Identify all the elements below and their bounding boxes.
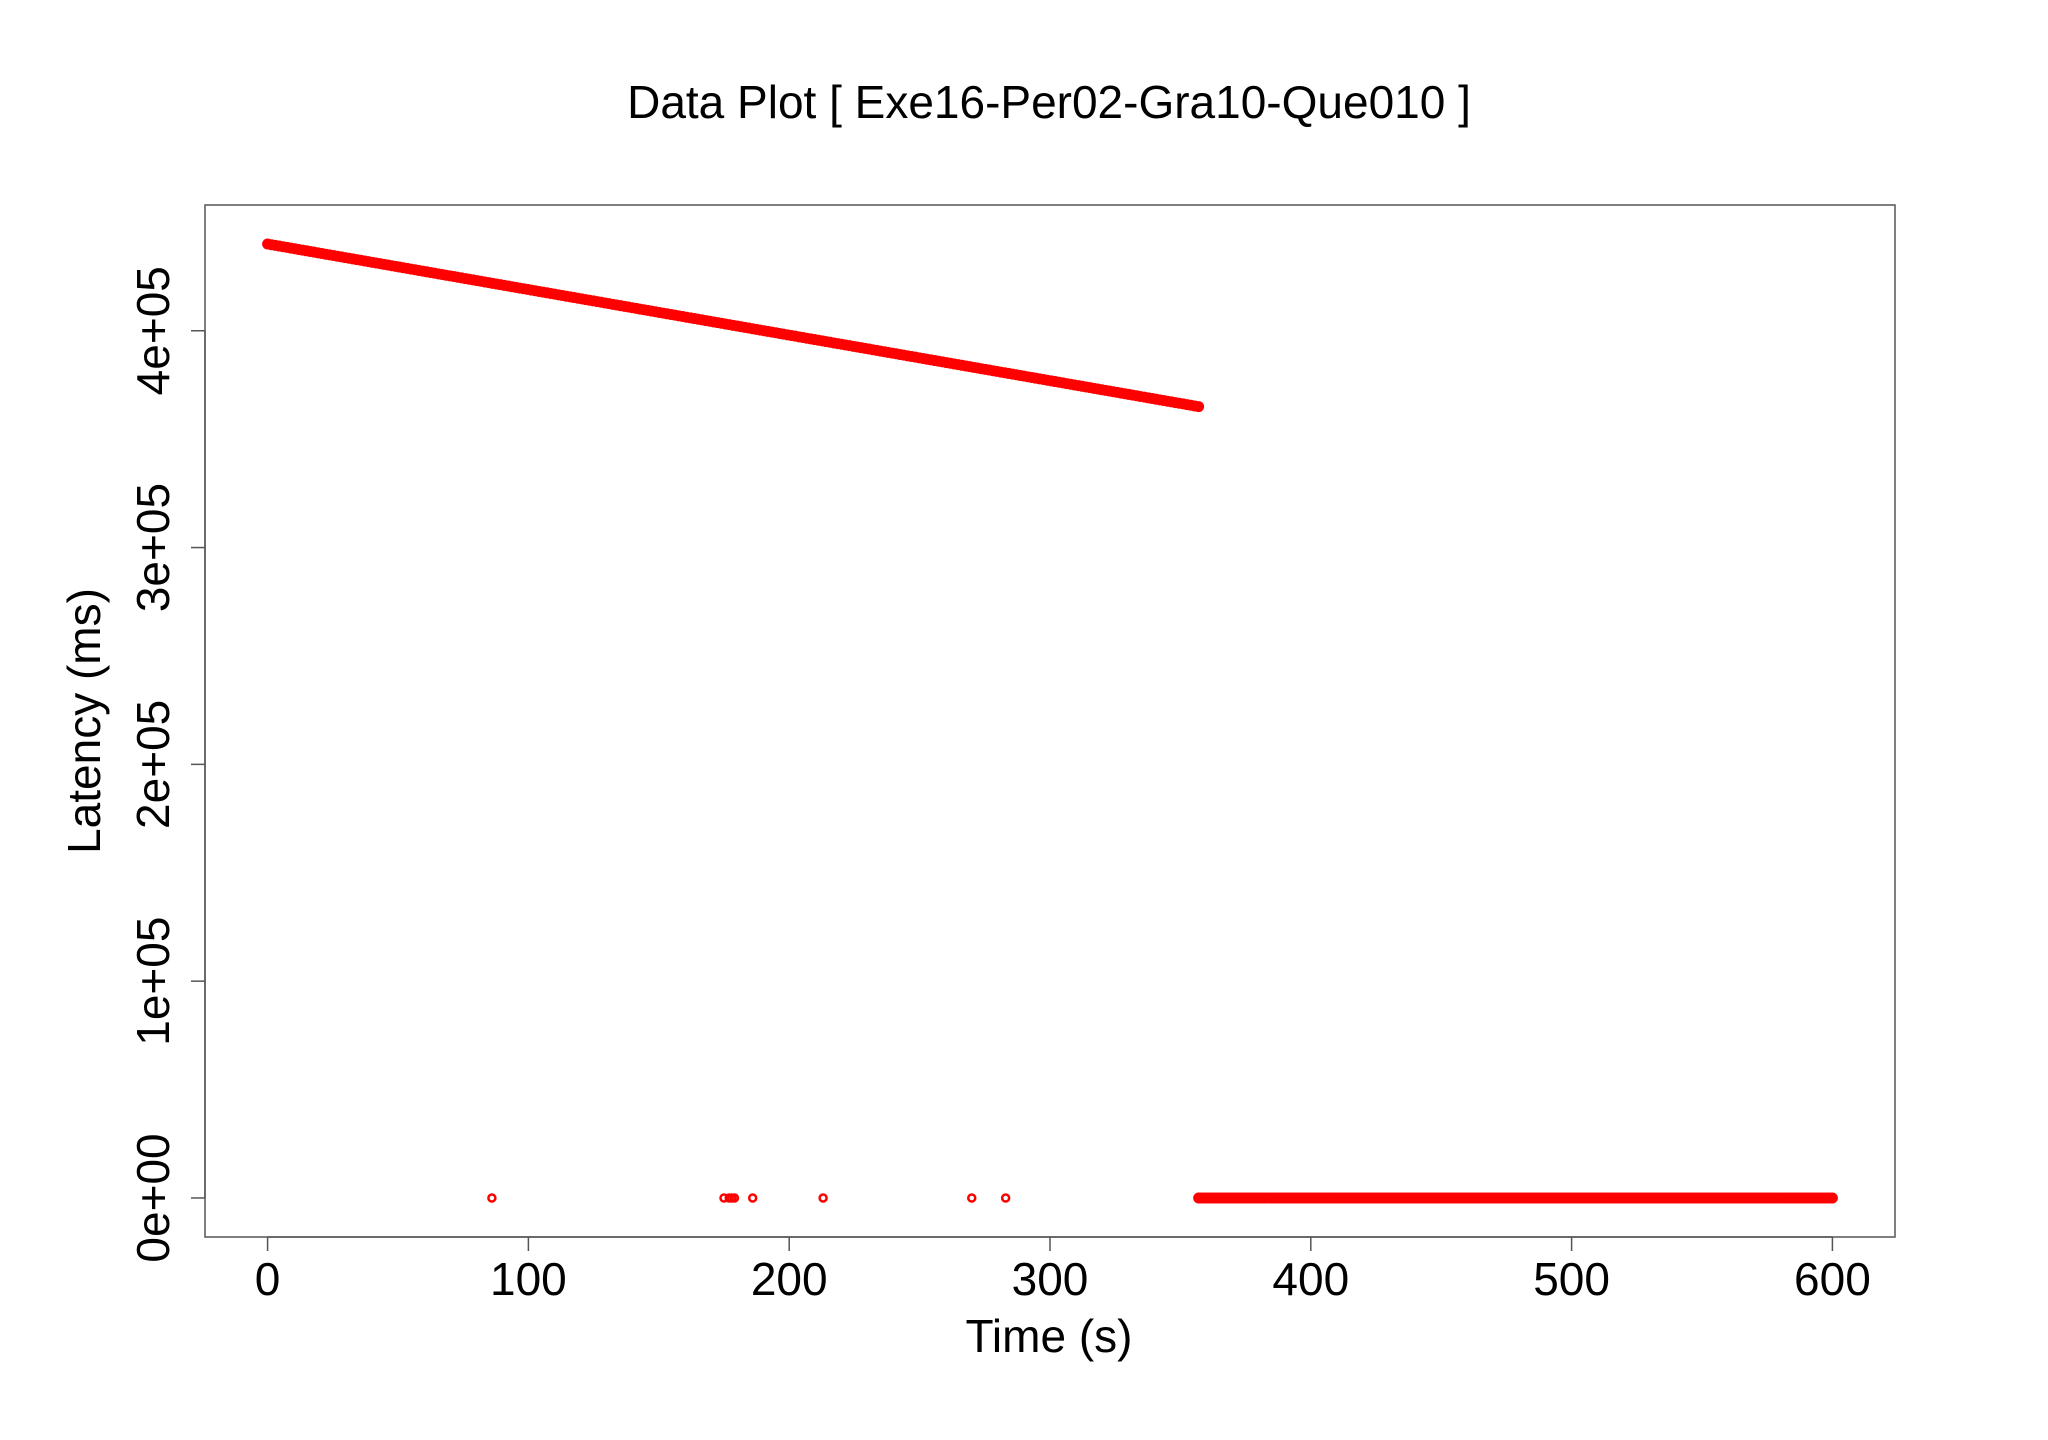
x-axis-label: Time (s) bbox=[966, 1310, 1133, 1362]
y-tick-label: 2e+05 bbox=[127, 700, 179, 829]
chart-title: Data Plot [ Exe16-Per02-Gra10-Que010 ] bbox=[627, 76, 1471, 128]
data-point bbox=[487, 1193, 497, 1203]
data-point bbox=[1826, 1192, 1838, 1204]
data-point bbox=[818, 1193, 828, 1203]
y-tick-label: 0e+00 bbox=[127, 1133, 179, 1262]
y-axis-label: Latency (ms) bbox=[58, 588, 110, 854]
x-tick-label: 500 bbox=[1533, 1253, 1610, 1305]
x-tick-label: 100 bbox=[490, 1253, 567, 1305]
x-tick-label: 0 bbox=[255, 1253, 281, 1305]
y-tick-label: 4e+05 bbox=[127, 266, 179, 395]
x-axis: 0 100 200 300 400 500 600 bbox=[255, 1236, 1871, 1305]
x-tick-label: 400 bbox=[1272, 1253, 1349, 1305]
data-point bbox=[967, 1193, 977, 1203]
plot-frame bbox=[204, 204, 1896, 1238]
y-axis: 0e+00 1e+05 2e+05 3e+05 4e+05 bbox=[127, 266, 206, 1263]
y-tick-label: 1e+05 bbox=[127, 917, 179, 1046]
data-point bbox=[729, 1193, 740, 1203]
data-point bbox=[1193, 401, 1205, 413]
y-tick-label: 3e+05 bbox=[127, 483, 179, 612]
data-marks bbox=[262, 238, 1838, 1204]
x-tick-label: 600 bbox=[1794, 1253, 1871, 1305]
x-tick-label: 200 bbox=[751, 1253, 828, 1305]
data-point bbox=[747, 1193, 758, 1203]
data-point bbox=[1000, 1193, 1011, 1203]
x-tick-label: 300 bbox=[1012, 1253, 1089, 1305]
